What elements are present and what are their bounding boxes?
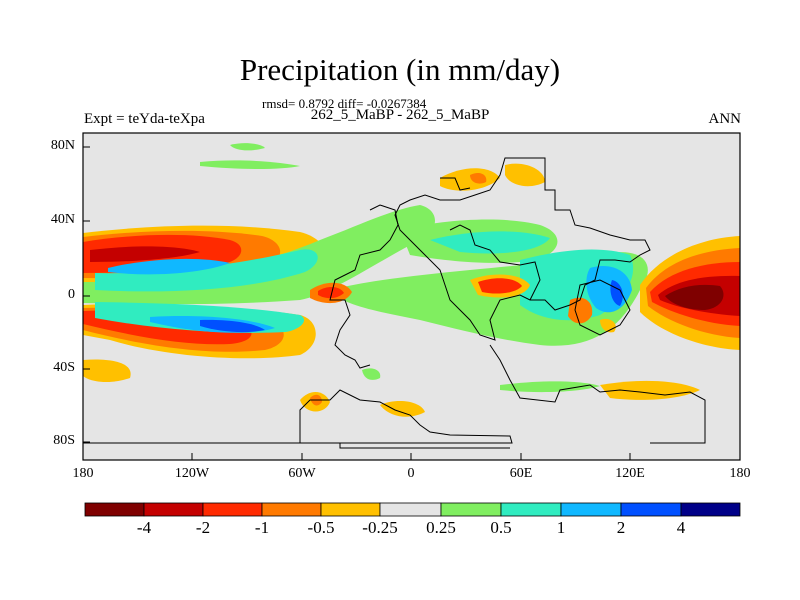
- antarctic-east-outline: [489, 344, 706, 444]
- colorbar-box-8: [500, 502, 562, 517]
- europe-outline: [440, 177, 471, 191]
- colorbar-label-025: 0.25: [426, 518, 456, 537]
- lon-label-120e: 120E: [615, 466, 645, 481]
- antarctic-west-outline: [299, 389, 513, 444]
- north-asia-yellow: [505, 163, 545, 187]
- experiment-label: Expt = teYda-teXpa: [84, 111, 205, 127]
- lon-label-60w: 60W: [288, 466, 316, 481]
- lon-label-0: 0: [407, 466, 415, 481]
- africa-interior-outline: [449, 224, 541, 301]
- colorbar-box-3: [202, 502, 263, 517]
- continent-outlines: [83, 157, 706, 449]
- africa-red-patch: [478, 278, 522, 294]
- colorbar-label-1: 1: [556, 518, 566, 537]
- colorbar-label-neg025: -0.25: [362, 518, 398, 537]
- west-pacific-core: [665, 284, 724, 310]
- colorbar-box-2: [143, 502, 204, 517]
- lon-label-60e: 60E: [509, 466, 533, 481]
- stats-line: rmsd= 0.8792 diff= -0.0267384: [262, 96, 427, 111]
- lat-label-40n: 40N: [50, 212, 75, 227]
- arctic-green-streak: [200, 160, 300, 169]
- precip-field: [83, 133, 740, 460]
- south-australia-yellow: [600, 380, 700, 400]
- north-pacific-skyblue: [108, 258, 230, 275]
- lat-label-0: 0: [68, 287, 75, 302]
- colorbar: [84, 502, 741, 517]
- colorbar-box-11: [680, 502, 741, 517]
- lat-label-80s: 80S: [53, 433, 75, 448]
- colorbar-box-7: [440, 502, 502, 517]
- colorbar-label-05: 0.5: [490, 518, 512, 537]
- maritime-continent-outline: [574, 279, 631, 336]
- colorbar-label-2: 2: [616, 518, 626, 537]
- south-america-green: [362, 368, 381, 380]
- maritime-orange-patch: [568, 297, 593, 324]
- americas-outline: [329, 204, 399, 369]
- arctic-green-small: [230, 143, 265, 151]
- colorbar-box-1: [84, 502, 145, 517]
- colorbar-box-9: [560, 502, 622, 517]
- axis-ticks: [82, 146, 741, 460]
- colorbar-label-neg4: -4: [136, 518, 152, 537]
- colorbar-box-6: [379, 502, 442, 517]
- north-pacific-aqua: [95, 249, 318, 292]
- lon-label-180e: 180: [729, 466, 751, 481]
- lon-label-180w: 180: [72, 466, 94, 481]
- atlantic-red-spot: [318, 287, 344, 299]
- lon-label-120w: 120W: [174, 466, 210, 481]
- lat-label-40s: 40S: [53, 360, 75, 375]
- eurasia-africa-outline: [394, 157, 651, 341]
- colorbar-label-neg2: -2: [195, 518, 211, 537]
- north-atlantic-aqua: [430, 231, 550, 254]
- colorbar-label-4: 4: [676, 518, 686, 537]
- north-europe-orange: [470, 172, 487, 184]
- run-comparison: 262_5_MaBP - 262_5_MaBP: [310, 107, 490, 123]
- lat-label-80n: 80N: [50, 138, 75, 153]
- antarctic-coast-outline: [83, 442, 510, 449]
- south-pacific-blue-core: [200, 319, 265, 333]
- season-label: ANN: [708, 111, 742, 127]
- colorbar-box-10: [620, 502, 682, 517]
- colorbar-box-4: [261, 502, 322, 517]
- north-europe-yellow: [440, 168, 500, 191]
- north-pacific-band-core: [90, 246, 200, 262]
- southern-ocean-green: [500, 381, 600, 393]
- colorbar-box-5: [320, 502, 381, 517]
- colorbar-label-neg1: -1: [254, 518, 270, 537]
- south-pacific-yellow: [83, 359, 131, 383]
- colorbar-label-neg05: -0.5: [307, 518, 335, 537]
- south-ocean-yellow: [380, 400, 425, 417]
- figure-title: Precipitation (in mm/day): [239, 52, 561, 87]
